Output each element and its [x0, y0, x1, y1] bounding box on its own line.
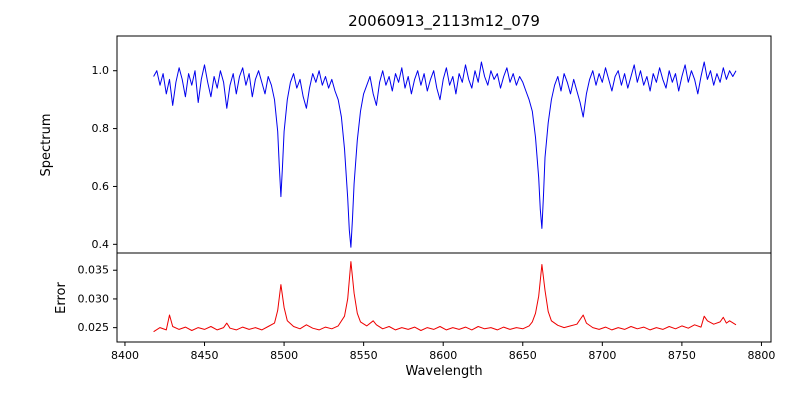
- x-axis-label: Wavelength: [405, 364, 483, 379]
- x-tick-label: 8600: [429, 349, 457, 362]
- y-tick-label: 0.6: [92, 180, 110, 193]
- x-tick-label: 8400: [111, 349, 139, 362]
- x-tick-label: 8450: [191, 349, 219, 362]
- y-tick-label: 0.4: [92, 238, 110, 251]
- x-tick-label: 8750: [668, 349, 696, 362]
- x-tick-label: 8500: [270, 349, 298, 362]
- y-tick-label: 0.025: [78, 321, 110, 334]
- error-line: [153, 261, 737, 333]
- y-tick-label: 0.035: [78, 264, 110, 277]
- axes-spines-spectrum: [116, 35, 772, 254]
- spectrum-line: [153, 61, 737, 248]
- x-tick-label: 8700: [588, 349, 616, 362]
- y-tick-label: 1.0: [92, 64, 110, 77]
- axes-spines-error: [116, 252, 772, 343]
- x-tick-label: 8800: [747, 349, 775, 362]
- chart-title: 20060913_2113m12_079: [348, 12, 540, 30]
- y-tick-label: 0.030: [78, 292, 110, 305]
- x-tick-label: 8650: [509, 349, 537, 362]
- y-tick-label: 0.8: [92, 122, 110, 135]
- y-axis-label-error: Error: [54, 282, 69, 314]
- x-tick-label: 8550: [350, 349, 378, 362]
